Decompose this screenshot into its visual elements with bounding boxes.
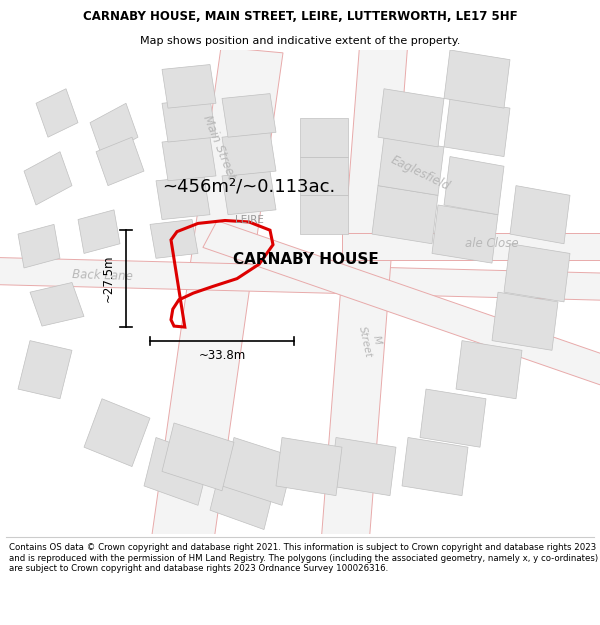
- Polygon shape: [330, 438, 396, 496]
- Polygon shape: [420, 389, 486, 448]
- Text: ~27.5m: ~27.5m: [101, 255, 115, 302]
- Polygon shape: [149, 47, 283, 561]
- Text: Contains OS data © Crown copyright and database right 2021. This information is : Contains OS data © Crown copyright and d…: [9, 543, 598, 573]
- Text: ale Close: ale Close: [465, 238, 519, 250]
- Text: CARNABY HOUSE: CARNABY HOUSE: [233, 252, 379, 267]
- Polygon shape: [222, 438, 294, 505]
- Text: LEIRE: LEIRE: [235, 214, 263, 224]
- Polygon shape: [300, 195, 348, 234]
- Polygon shape: [150, 219, 198, 258]
- Polygon shape: [18, 224, 60, 268]
- Text: Eaglesfield: Eaglesfield: [388, 154, 452, 193]
- Polygon shape: [162, 423, 234, 491]
- Polygon shape: [222, 94, 276, 137]
- Text: Map shows position and indicative extent of the property.: Map shows position and indicative extent…: [140, 36, 460, 46]
- Polygon shape: [378, 137, 444, 195]
- Polygon shape: [0, 257, 600, 301]
- Polygon shape: [378, 89, 444, 147]
- Polygon shape: [210, 462, 276, 529]
- Polygon shape: [84, 399, 150, 466]
- Polygon shape: [492, 292, 558, 350]
- Polygon shape: [222, 132, 276, 176]
- Polygon shape: [18, 341, 72, 399]
- Polygon shape: [24, 152, 72, 205]
- Polygon shape: [504, 244, 570, 302]
- Polygon shape: [162, 64, 216, 108]
- Text: Back Lane: Back Lane: [71, 268, 133, 282]
- Polygon shape: [321, 39, 408, 545]
- Polygon shape: [222, 171, 276, 214]
- Polygon shape: [96, 137, 144, 186]
- Polygon shape: [402, 438, 468, 496]
- Polygon shape: [456, 341, 522, 399]
- Polygon shape: [444, 156, 504, 214]
- Polygon shape: [372, 186, 438, 244]
- Polygon shape: [432, 205, 498, 263]
- Polygon shape: [162, 137, 216, 181]
- Polygon shape: [162, 98, 216, 142]
- Polygon shape: [444, 50, 510, 108]
- Polygon shape: [78, 210, 120, 254]
- Polygon shape: [30, 282, 84, 326]
- Text: ~456m²/~0.113ac.: ~456m²/~0.113ac.: [162, 177, 335, 196]
- Polygon shape: [444, 98, 510, 156]
- Polygon shape: [510, 186, 570, 244]
- Polygon shape: [342, 232, 600, 260]
- Polygon shape: [203, 221, 600, 392]
- Polygon shape: [36, 89, 78, 137]
- Polygon shape: [90, 103, 138, 156]
- Text: ~33.8m: ~33.8m: [199, 349, 245, 362]
- Polygon shape: [300, 156, 348, 195]
- Polygon shape: [276, 438, 342, 496]
- Polygon shape: [156, 176, 210, 219]
- Polygon shape: [300, 118, 348, 156]
- Text: CARNABY HOUSE, MAIN STREET, LEIRE, LUTTERWORTH, LE17 5HF: CARNABY HOUSE, MAIN STREET, LEIRE, LUTTE…: [83, 10, 517, 23]
- Text: M
Street: M Street: [357, 322, 385, 359]
- Polygon shape: [144, 438, 210, 505]
- Text: Main Street: Main Street: [200, 113, 238, 181]
